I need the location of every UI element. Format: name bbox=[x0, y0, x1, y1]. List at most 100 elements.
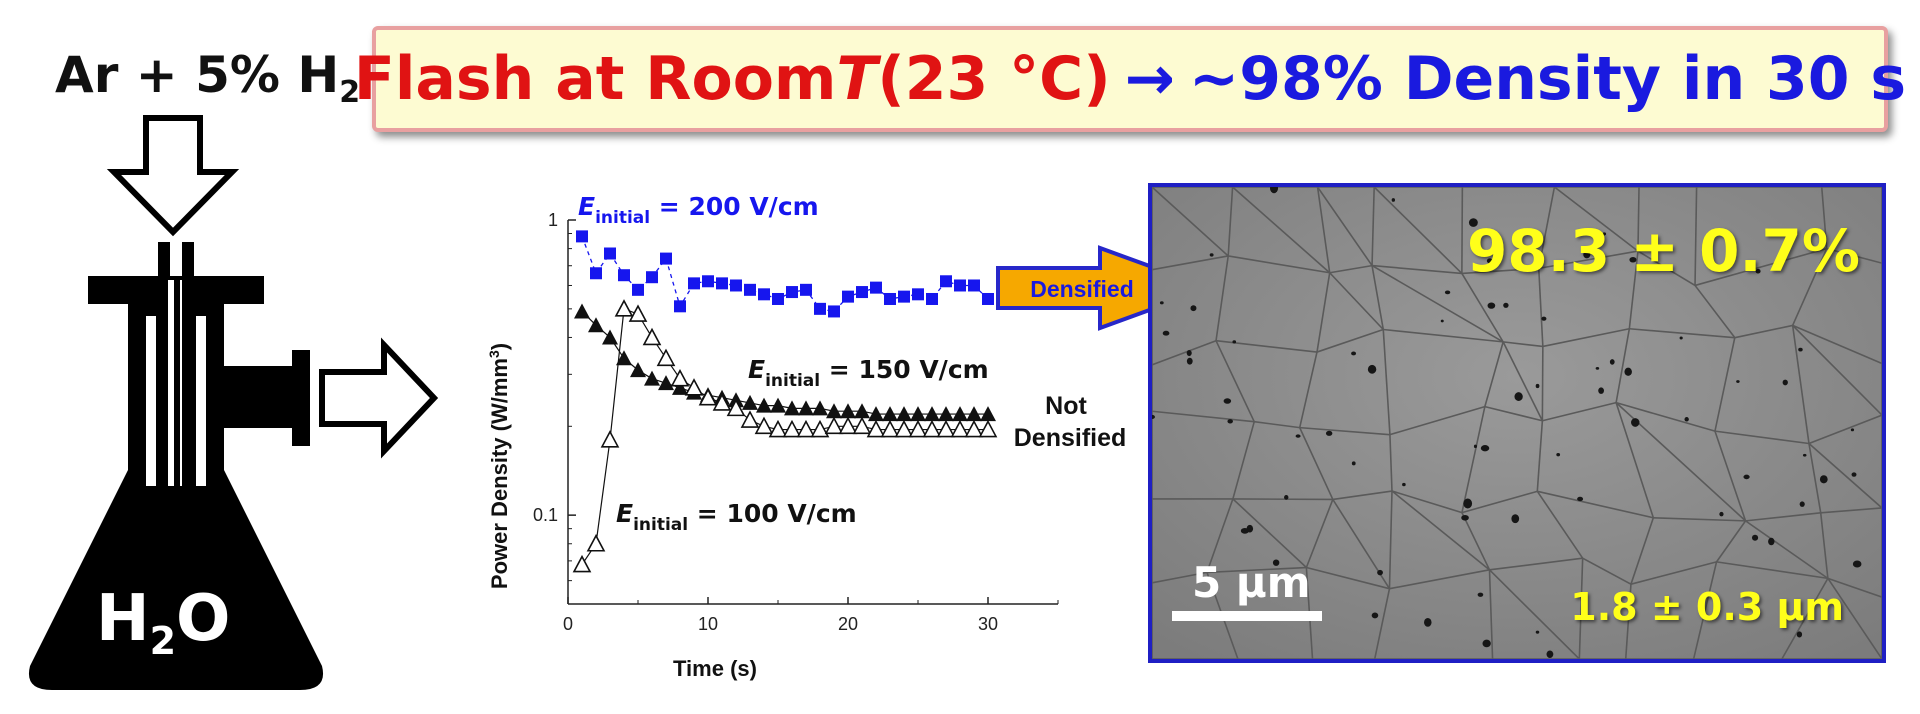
densified-label: Densified bbox=[1030, 276, 1134, 302]
data-point-200-24 bbox=[912, 288, 924, 301]
data-point-100-12 bbox=[740, 410, 760, 428]
data-point-200-23 bbox=[898, 290, 910, 303]
data-point-200-12 bbox=[744, 283, 756, 296]
not-densified-label-1: Not bbox=[1045, 392, 1087, 420]
data-point-150-20 bbox=[854, 403, 870, 419]
data-point-200-1 bbox=[590, 267, 602, 280]
data-point-200-7 bbox=[674, 300, 686, 313]
series-label-100: Einitial = 100 V/cm bbox=[616, 499, 857, 535]
data-point-150-26 bbox=[938, 406, 954, 422]
data-point-150-13 bbox=[756, 397, 772, 413]
data-point-200-29 bbox=[982, 292, 994, 305]
data-point-200-4 bbox=[632, 283, 644, 296]
data-point-100-29 bbox=[978, 419, 998, 438]
data-point-100-10 bbox=[712, 393, 732, 411]
data-point-100-13 bbox=[754, 416, 774, 435]
data-point-200-16 bbox=[800, 283, 812, 296]
scale-bar bbox=[1172, 611, 1322, 621]
data-point-100-23 bbox=[894, 419, 914, 438]
data-point-100-27 bbox=[950, 419, 970, 438]
data-point-150-0 bbox=[574, 303, 590, 319]
data-point-150-24 bbox=[910, 406, 926, 422]
series-label-150: Einitial = 150 V/cm bbox=[748, 355, 989, 391]
data-point-100-22 bbox=[880, 419, 900, 438]
data-point-200-8 bbox=[688, 277, 700, 290]
data-point-100-9 bbox=[698, 387, 718, 406]
data-point-150-3 bbox=[616, 350, 632, 366]
data-point-100-16 bbox=[796, 419, 816, 438]
data-point-100-8 bbox=[684, 378, 704, 396]
x-tick-label: 0 bbox=[563, 614, 573, 634]
data-point-150-15 bbox=[784, 400, 800, 416]
data-point-100-1 bbox=[586, 534, 606, 552]
data-point-100-28 bbox=[964, 419, 984, 438]
data-point-200-14 bbox=[772, 292, 784, 305]
data-point-200-13 bbox=[758, 288, 770, 301]
data-point-150-23 bbox=[896, 406, 912, 422]
data-point-100-6 bbox=[656, 348, 676, 367]
banner-part-T: T bbox=[836, 44, 878, 114]
x-tick-label: 30 bbox=[978, 614, 998, 634]
banner-arrow-icon: → bbox=[1124, 44, 1175, 114]
data-point-150-5 bbox=[644, 370, 660, 386]
flask-icon bbox=[28, 242, 324, 690]
banner-part-3: ~98% Density in 30 s bbox=[1188, 44, 1907, 114]
gas-outlet-arrow-icon bbox=[319, 337, 439, 459]
data-point-150-22 bbox=[882, 406, 898, 422]
data-point-100-21 bbox=[866, 419, 886, 438]
data-point-150-6 bbox=[658, 375, 674, 391]
data-point-200-27 bbox=[954, 279, 966, 292]
plot-area: 0 10 20 30 1 0.1 bbox=[533, 210, 1059, 634]
data-point-150-2 bbox=[602, 329, 618, 345]
data-point-200-21 bbox=[870, 281, 882, 294]
data-point-200-11 bbox=[730, 279, 742, 292]
data-point-200-20 bbox=[856, 286, 868, 299]
data-point-200-19 bbox=[842, 290, 854, 303]
data-point-100-2 bbox=[600, 430, 620, 448]
x-tick-label: 20 bbox=[838, 614, 858, 634]
data-point-100-26 bbox=[936, 419, 956, 438]
water-label: H2O bbox=[96, 582, 230, 663]
density-value: 98.3 ± 0.7% bbox=[1467, 217, 1860, 285]
banner-part-2: (23 °C) bbox=[877, 44, 1111, 114]
data-point-100-14 bbox=[768, 419, 788, 438]
data-point-100-20 bbox=[852, 416, 872, 435]
data-point-200-28 bbox=[968, 279, 980, 292]
y-tick-label: 1 bbox=[548, 210, 558, 230]
data-point-200-6 bbox=[660, 252, 672, 265]
x-axis-label: Time (s) bbox=[673, 656, 757, 681]
data-point-150-16 bbox=[798, 400, 814, 416]
data-point-200-3 bbox=[618, 269, 630, 282]
sem-texture bbox=[1152, 187, 1882, 659]
data-point-200-22 bbox=[884, 292, 896, 305]
data-point-100-25 bbox=[922, 419, 942, 438]
data-point-150-25 bbox=[924, 406, 940, 422]
data-point-200-2 bbox=[604, 247, 616, 260]
data-point-100-5 bbox=[642, 327, 662, 346]
data-point-100-4 bbox=[628, 304, 648, 322]
banner-part-1: Flash at Room bbox=[353, 44, 837, 114]
data-point-150-12 bbox=[742, 394, 758, 410]
data-point-150-7 bbox=[672, 379, 688, 395]
gas-label-main: Ar + 5% H bbox=[55, 46, 340, 104]
data-point-200-26 bbox=[940, 275, 952, 288]
gas-inlet-arrow-icon bbox=[106, 115, 240, 237]
y-tick-label: 0.1 bbox=[533, 505, 558, 525]
y-axis-label: Power Density (W/mm3) bbox=[486, 343, 512, 589]
data-point-150-14 bbox=[770, 397, 786, 413]
data-point-100-3 bbox=[614, 299, 634, 317]
data-point-200-0 bbox=[576, 230, 588, 243]
not-densified-label-2: Densified bbox=[1014, 424, 1127, 452]
title-banner: Flash at Room T (23 °C) → ~98% Density in … bbox=[354, 26, 1906, 132]
series-label-200: Einitial = 200 V/cm bbox=[578, 192, 819, 228]
data-point-100-11 bbox=[726, 398, 746, 417]
sem-micrograph: 98.3 ± 0.7% 5 µm 1.8 ± 0.3 µm bbox=[1148, 183, 1886, 663]
data-point-100-19 bbox=[838, 416, 858, 435]
data-point-200-5 bbox=[646, 271, 658, 284]
data-point-150-4 bbox=[630, 362, 646, 378]
gas-label: Ar + 5% H2 bbox=[55, 46, 360, 110]
data-point-100-0 bbox=[572, 554, 592, 573]
data-point-150-28 bbox=[966, 406, 982, 422]
